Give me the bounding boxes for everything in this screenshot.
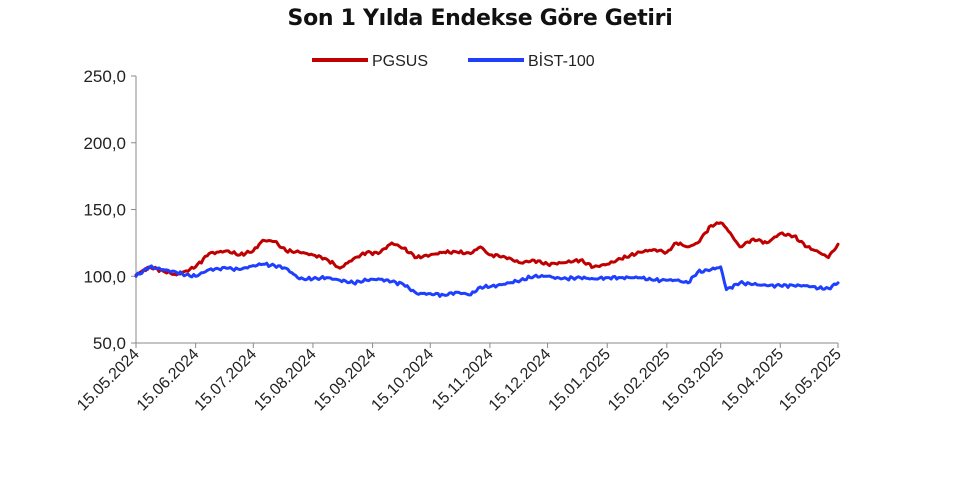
y-tick-label: 50,0 [93, 334, 126, 353]
x-tick-label: 15.08.2024 [251, 346, 320, 415]
x-tick-label: 15.05.2025 [776, 346, 845, 415]
axes [135, 76, 838, 344]
y-tick-label: 200,0 [83, 134, 126, 153]
chart-title: Son 1 Yılda Endekse Göre Getiri [287, 6, 673, 31]
x-axis-ticks: 15.05.202415.06.202415.07.202415.08.2024… [74, 343, 845, 414]
series-lines [134, 221, 840, 298]
y-tick-label: 250,0 [83, 67, 126, 86]
y-tick-label: 100,0 [83, 267, 126, 286]
x-tick-label: 15.12.2024 [486, 346, 555, 415]
x-tick-label: 15.07.2024 [192, 346, 261, 415]
legend-label-pgsus: PGSUS [372, 53, 428, 70]
legend: PGSUS BİST-100 [312, 51, 595, 70]
x-tick-label: 15.10.2024 [368, 346, 437, 415]
x-tick-label: 15.05.2024 [74, 346, 143, 415]
series-line-bist100 [134, 261, 840, 298]
y-tick-label: 150,0 [83, 201, 126, 220]
legend-label-bist100: BİST-100 [528, 51, 595, 70]
series-line-pgsus [134, 221, 840, 277]
x-tick-label: 15.01.2025 [545, 346, 614, 415]
y-axis-ticks: 50,0 100,0 150,0 200,0 250,0 [83, 67, 136, 353]
